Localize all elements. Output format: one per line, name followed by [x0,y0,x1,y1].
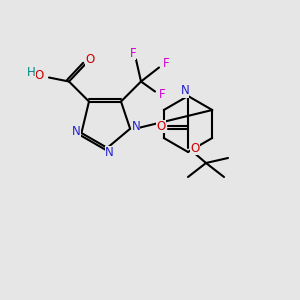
Text: O: O [190,142,200,154]
Text: F: F [159,88,165,101]
Text: O: O [35,69,44,82]
Text: N: N [72,125,81,139]
Text: O: O [85,53,94,66]
Text: F: F [163,57,169,70]
Text: N: N [105,146,114,159]
Text: H: H [27,66,36,79]
Text: F: F [130,47,136,60]
Text: O: O [156,119,166,133]
Text: N: N [181,85,189,98]
Text: N: N [132,120,140,133]
